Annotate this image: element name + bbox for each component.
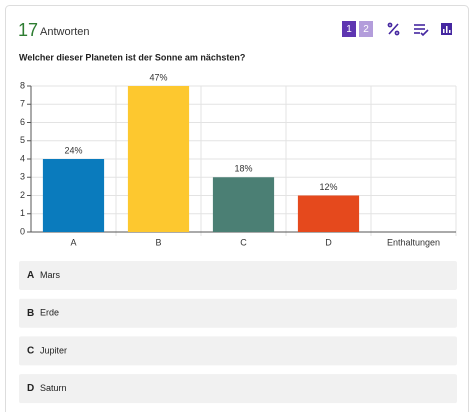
option-letter: B	[27, 308, 34, 319]
value-label: 18%	[234, 164, 252, 174]
option-text: Erde	[40, 308, 59, 318]
option-text: Mars	[40, 270, 60, 280]
x-tick-label: D	[325, 237, 332, 247]
toggle-1-label: 1	[346, 24, 352, 35]
x-tick-label: C	[240, 237, 247, 247]
toggle-2-label: 2	[363, 24, 369, 35]
y-tick-label: 6	[20, 117, 25, 127]
chart-icon[interactable]	[441, 23, 452, 35]
question: Welcher dieser Planeten ist der Sonne am…	[19, 52, 245, 62]
value-label: 12%	[319, 182, 337, 192]
option-text: Jupiter	[40, 345, 67, 355]
y-tick-label: 5	[20, 135, 25, 145]
y-tick-label: 0	[20, 226, 25, 236]
x-tick-label: Enthaltungen	[387, 237, 440, 247]
chart: 0 1 2 3 4 5 6 7 8 A 24% B 47% C 18% D 12% Enthaltungen	[20, 72, 457, 247]
y-tick-label: 8	[20, 80, 25, 90]
bar	[42, 159, 105, 232]
bar	[212, 177, 275, 232]
option-box	[19, 261, 457, 290]
option-box	[19, 298, 457, 328]
toggle-1[interactable]	[342, 21, 356, 37]
option-letter: C	[27, 346, 34, 357]
option-box	[19, 336, 457, 366]
option-box	[19, 374, 457, 404]
options: A Mars B Erde C Jupiter D Saturn	[19, 261, 457, 404]
bar	[127, 86, 190, 232]
y-tick-label: 3	[20, 172, 25, 182]
bar	[297, 195, 360, 232]
percent-icon[interactable]	[387, 22, 400, 36]
list-icon[interactable]	[414, 24, 429, 37]
value-label: 24%	[64, 145, 82, 155]
answer-count: 17	[18, 20, 38, 40]
y-tick-label: 2	[20, 190, 25, 200]
option-text: Saturn	[40, 383, 67, 393]
y-tick-label: 7	[20, 99, 25, 109]
option-letter: D	[27, 383, 34, 394]
toggle-2[interactable]	[359, 21, 373, 37]
x-tick-label: B	[155, 237, 161, 247]
answer-label: Antworten	[40, 26, 90, 38]
y-tick-label: 1	[20, 208, 25, 218]
y-tick-label: 4	[20, 153, 25, 163]
option-letter: A	[27, 270, 34, 281]
x-tick-label: A	[70, 237, 76, 247]
value-label: 47%	[149, 72, 167, 82]
